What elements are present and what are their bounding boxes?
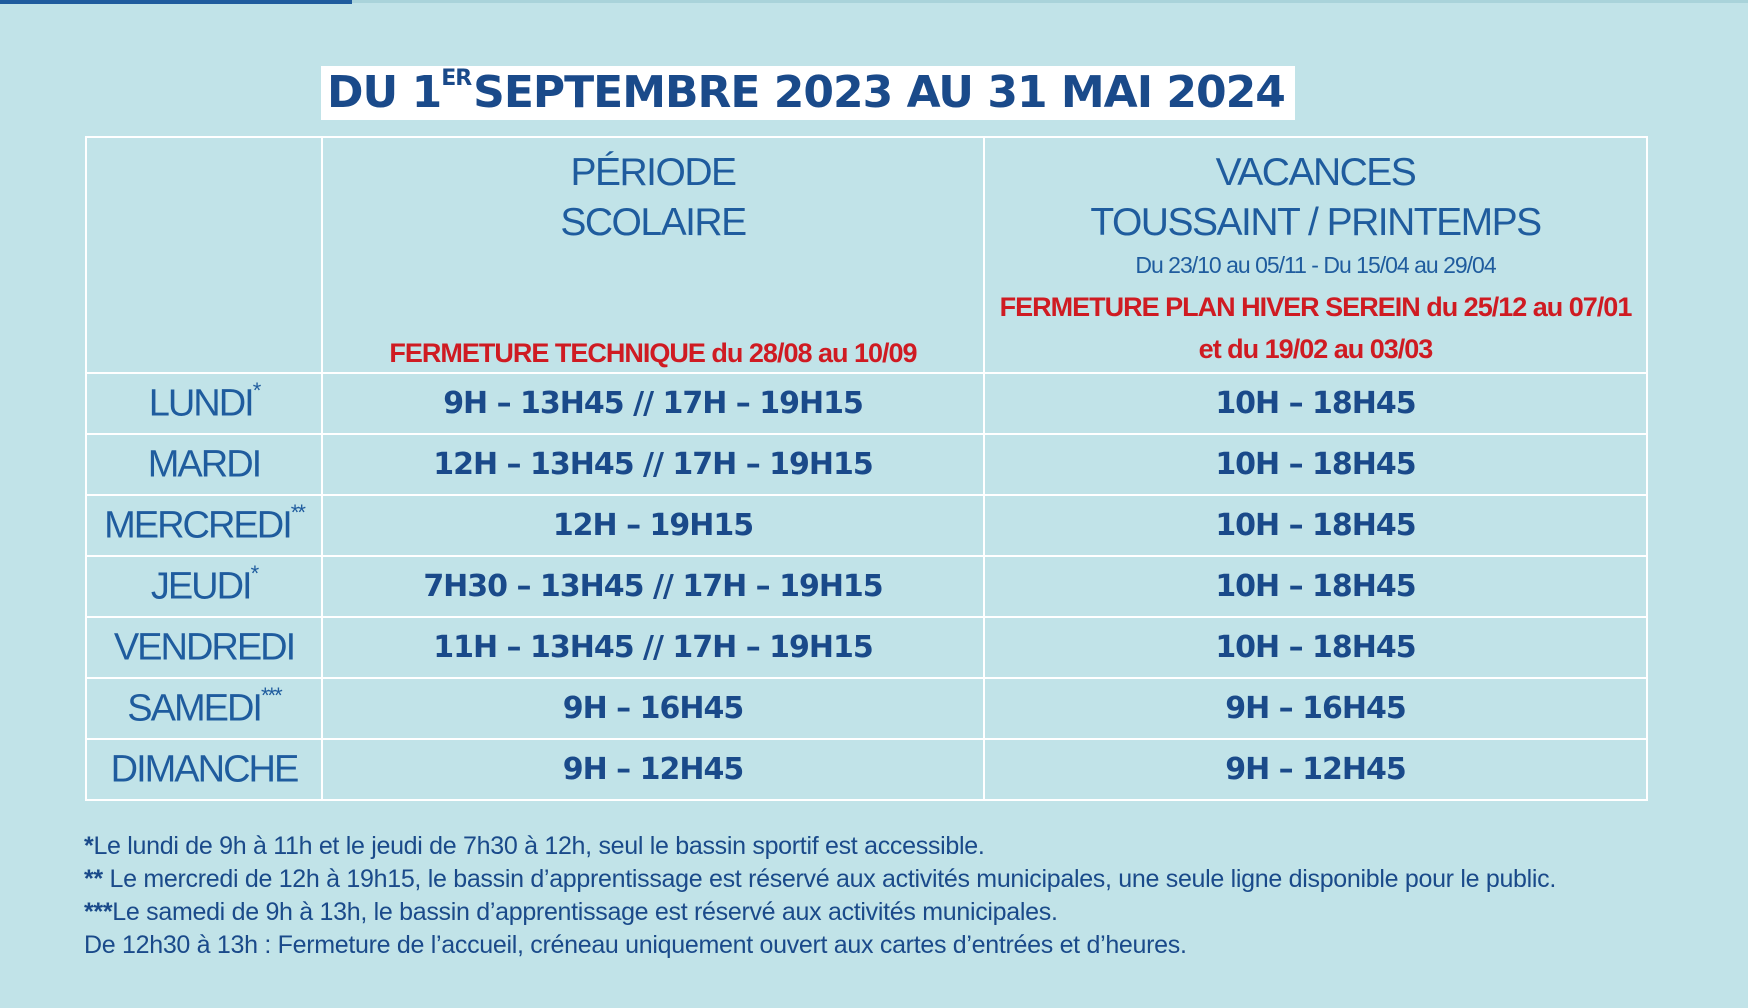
footnotes: *Le lundi de 9h à 11h et le jeudi de 7h3… [84, 830, 1704, 962]
day-footnote-mark: * [252, 377, 261, 403]
holiday-hours-cell: 9H – 12H45 [983, 738, 1648, 801]
day-cell: MARDI [85, 433, 323, 496]
day-cell: LUNDI* [85, 372, 323, 435]
day-name: SAMEDI [127, 687, 263, 730]
holidays-header: VACANCES TOUSSAINT / PRINTEMPS Du 23/10 … [983, 136, 1648, 374]
holidays-dates: Du 23/10 au 05/11 - Du 15/04 au 29/04 [1135, 252, 1496, 278]
school-hours-cell: 12H – 13H45 // 17H – 19H15 [321, 433, 985, 496]
holidays-closure-line2: et du 19/02 au 03/03 [1198, 334, 1434, 364]
school-period-header: PÉRIODE SCOLAIRE FERMETURE TECHNIQUE du … [321, 136, 985, 374]
school-hours-cell: 9H – 13H45 // 17H – 19H15 [321, 372, 985, 435]
day-name: MARDI [147, 443, 262, 486]
table-row: VENDREDI 11H – 13H45 // 17H – 19H15 10H … [85, 616, 1648, 679]
schedule-table: PÉRIODE SCOLAIRE FERMETURE TECHNIQUE du … [85, 136, 1648, 801]
table-row: DIMANCHE 9H – 12H45 9H – 12H45 [85, 738, 1648, 801]
footnote-text: De 12h30 à 13h : Fermeture de l’accueil,… [84, 931, 1187, 959]
holidays-closure-line1: FERMETURE PLAN HIVER SEREIN du 25/12 au … [999, 292, 1633, 322]
holiday-hours-cell: 10H – 18H45 [983, 616, 1648, 679]
table-row: MERCREDI** 12H – 19H15 10H – 18H45 [85, 494, 1648, 557]
school-title-line2: SCOLAIRE [560, 201, 747, 244]
holiday-hours-cell: 10H – 18H45 [983, 433, 1648, 496]
day-footnote-mark: *** [261, 682, 283, 708]
holidays-title: VACANCES TOUSSAINT / PRINTEMPS [985, 148, 1646, 248]
school-period-title: PÉRIODE SCOLAIRE [323, 148, 983, 248]
day-name: MERCREDI [104, 504, 293, 547]
footnote: ** Le mercredi de 12h à 19h15, le bassin… [84, 863, 1704, 896]
day-name: JEUDI [150, 565, 253, 608]
table-row: LUNDI* 9H – 13H45 // 17H – 19H15 10H – 1… [85, 372, 1648, 435]
day-footnote-mark: ** [290, 499, 306, 525]
table-row: SAMEDI*** 9H – 16H45 9H – 16H45 [85, 677, 1648, 740]
title-prefix: DU 1 [327, 67, 442, 118]
day-cell: DIMANCHE [85, 738, 323, 801]
footnote-mark: ** [84, 865, 103, 893]
footnote-text: Le samedi de 9h à 13h, le bassin d’appre… [112, 898, 1058, 926]
footnote: ***Le samedi de 9h à 13h, le bassin d’ap… [84, 896, 1704, 929]
holidays-title-line2: TOUSSAINT / PRINTEMPS [1090, 201, 1542, 244]
table-row: MARDI 12H – 13H45 // 17H – 19H15 10H – 1… [85, 433, 1648, 496]
page-title: DU 1 ER SEPTEMBRE 2023 AU 31 MAI 2024 [321, 66, 1295, 120]
holidays-closure-note: FERMETURE PLAN HIVER SEREIN du 25/12 au … [985, 286, 1646, 370]
day-name: LUNDI [148, 382, 255, 425]
holidays-title-line1: VACANCES [1215, 151, 1417, 194]
school-title-line1: PÉRIODE [570, 151, 737, 194]
school-hours-cell: 12H – 19H15 [321, 494, 985, 557]
header-empty-cell [85, 136, 323, 374]
holiday-hours-cell: 10H – 18H45 [983, 494, 1648, 557]
footnote-mark: *** [84, 898, 113, 926]
day-name: DIMANCHE [110, 748, 300, 791]
table-row: JEUDI* 7H30 – 13H45 // 17H – 19H15 10H –… [85, 555, 1648, 618]
school-closure-note: FERMETURE TECHNIQUE du 28/08 au 10/09 [389, 338, 917, 368]
top-divider [0, 0, 1748, 3]
day-footnote-mark: * [250, 560, 259, 586]
holiday-hours-cell: 10H – 18H45 [983, 372, 1648, 435]
school-hours-cell: 9H – 12H45 [321, 738, 985, 801]
footnote: *Le lundi de 9h à 11h et le jeudi de 7h3… [84, 830, 1704, 863]
footnote: De 12h30 à 13h : Fermeture de l’accueil,… [84, 929, 1704, 962]
top-divider-accent [0, 0, 352, 4]
holiday-hours-cell: 10H – 18H45 [983, 555, 1648, 618]
school-hours-cell: 7H30 – 13H45 // 17H – 19H15 [321, 555, 985, 618]
footnote-mark: * [84, 832, 94, 860]
day-cell: VENDREDI [85, 616, 323, 679]
title-superscript: ER [441, 66, 472, 91]
title-suffix: SEPTEMBRE 2023 AU 31 MAI 2024 [473, 67, 1286, 118]
header-row: PÉRIODE SCOLAIRE FERMETURE TECHNIQUE du … [85, 136, 1648, 374]
holiday-hours-cell: 9H – 16H45 [983, 677, 1648, 740]
day-cell: JEUDI* [85, 555, 323, 618]
footnote-text: Le lundi de 9h à 11h et le jeudi de 7h30… [93, 832, 985, 860]
school-hours-cell: 11H – 13H45 // 17H – 19H15 [321, 616, 985, 679]
day-cell: MERCREDI** [85, 494, 323, 557]
school-hours-cell: 9H – 16H45 [321, 677, 985, 740]
footnote-text: Le mercredi de 12h à 19h15, le bassin d’… [102, 865, 1557, 893]
day-cell: SAMEDI*** [85, 677, 323, 740]
day-name: VENDREDI [113, 626, 296, 669]
